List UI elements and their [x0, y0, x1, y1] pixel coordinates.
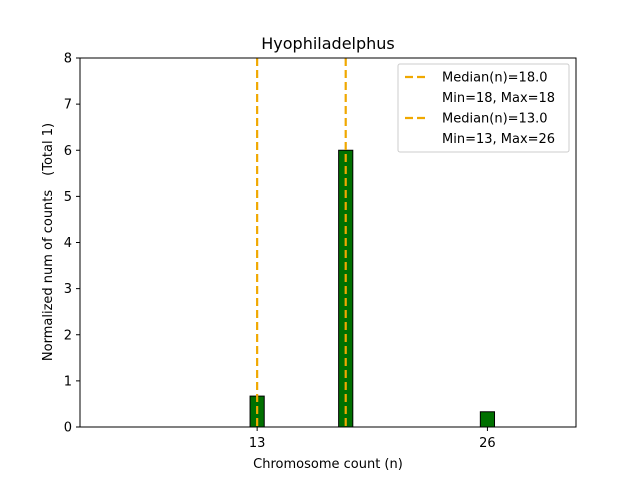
y-axis-label: Normalized num of counts (Total 1) — [41, 123, 56, 361]
y-tick-label: 5 — [64, 190, 72, 205]
bar-26 — [479, 411, 496, 428]
y-axis-label-group: Normalized num of counts (Total 1) — [41, 123, 56, 361]
x-axis-label: Chromosome count (n) — [253, 457, 403, 472]
legend: Median(n)=18.0 Min=18, Max=18 Median(n)=13… — [397, 63, 570, 153]
y-axis: 0 1 2 3 4 5 6 7 8 — [64, 52, 80, 436]
legend-label-1: Median(n)=18.0 — [442, 71, 548, 86]
median-lines — [256, 58, 347, 427]
legend-box — [397, 63, 570, 153]
y-tick-label: 3 — [64, 282, 72, 297]
legend-label-2: Median(n)=13.0 — [442, 112, 548, 127]
bars — [80, 149, 496, 428]
x-axis: 13 26 — [249, 427, 496, 451]
y-axis-label-note: (Total 1) — [41, 123, 56, 176]
chart-title: Hyophiladelphus — [261, 34, 395, 53]
x-tick-label: 13 — [249, 436, 266, 451]
y-tick-label: 4 — [64, 236, 72, 251]
y-tick-label: 8 — [64, 52, 72, 67]
y-tick-label: 7 — [64, 98, 72, 113]
y-tick-label: 1 — [64, 374, 72, 389]
legend-note-2: Min=13, Max=26 — [442, 132, 555, 147]
y-tick-label: 6 — [64, 144, 72, 159]
x-tick-label: 26 — [479, 436, 496, 451]
y-tick-label: 0 — [64, 421, 72, 436]
legend-note-1: Min=18, Max=18 — [442, 91, 555, 106]
y-tick-label: 2 — [64, 328, 72, 343]
y-axis-label-main: Normalized num of counts — [41, 190, 56, 361]
